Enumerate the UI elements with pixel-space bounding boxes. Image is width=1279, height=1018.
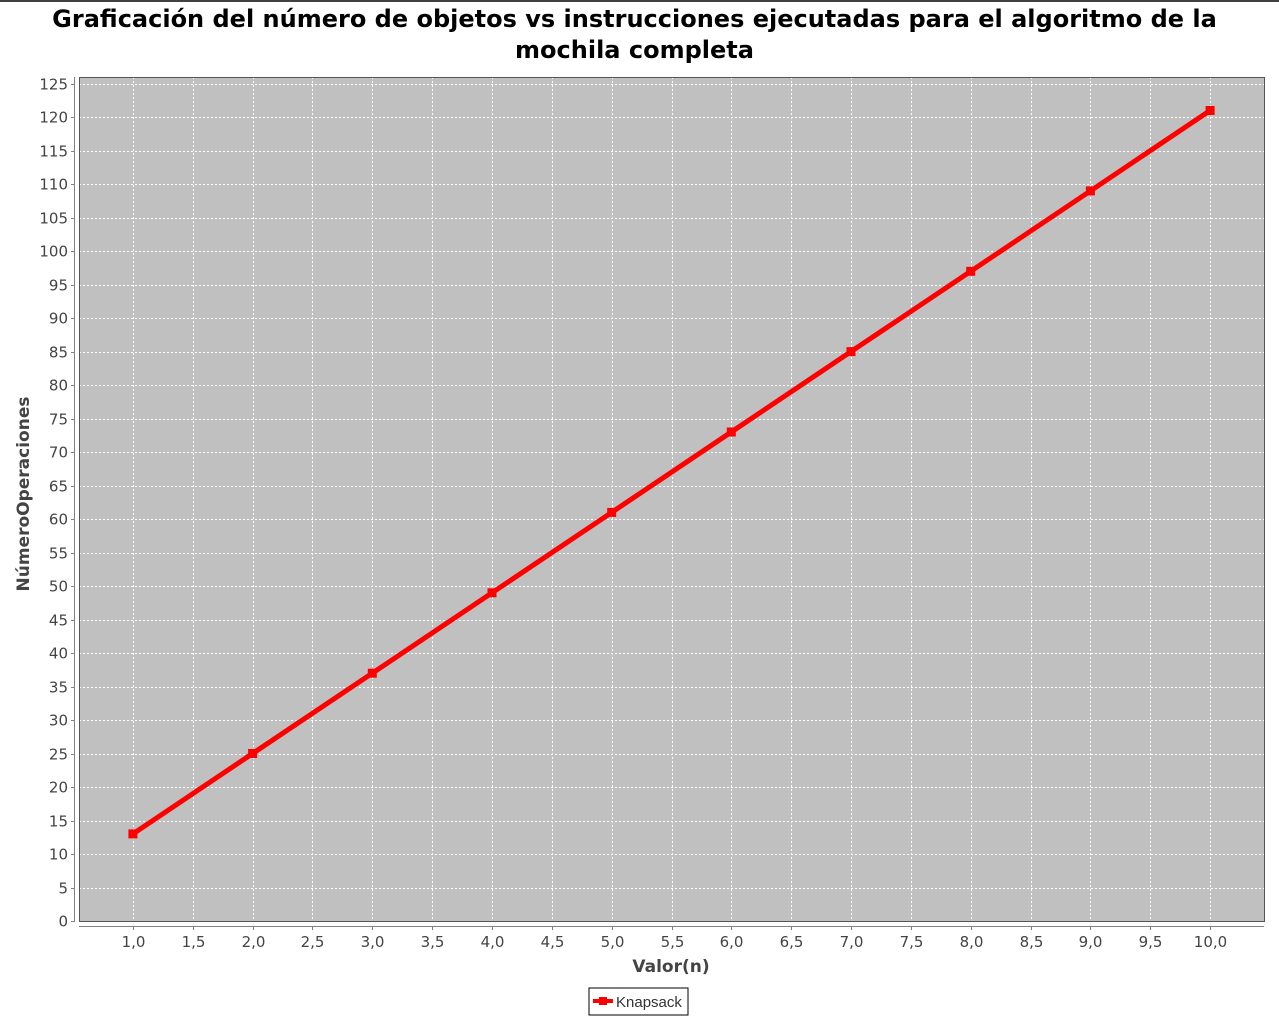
y-tick-label: 45 bbox=[49, 612, 68, 630]
y-tick-label: 65 bbox=[49, 478, 68, 496]
y-tick-label: 105 bbox=[39, 210, 68, 228]
y-axis-label: NúmeroOperaciones bbox=[14, 397, 34, 592]
y-tick-label: 0 bbox=[58, 913, 68, 931]
chart-title: Graficación del número de objetos vs ins… bbox=[52, 5, 1217, 64]
y-tick-label: 115 bbox=[39, 143, 68, 161]
y-tick-label: 85 bbox=[49, 344, 68, 362]
y-tick-label: 25 bbox=[49, 746, 68, 764]
legend: Knapsack bbox=[588, 987, 689, 1016]
y-tick-label: 10 bbox=[49, 846, 68, 864]
y-tick-label: 35 bbox=[49, 679, 68, 697]
y-tick-label: 75 bbox=[49, 411, 68, 429]
data-point bbox=[248, 749, 258, 758]
x-tick-label: 10,0 bbox=[1194, 933, 1227, 951]
y-tick-label: 70 bbox=[49, 444, 68, 462]
plot-area bbox=[79, 77, 1264, 921]
y-tick-label: 125 bbox=[39, 76, 68, 94]
data-point bbox=[846, 347, 856, 357]
y-tick-label: 5 bbox=[58, 880, 68, 898]
data-point bbox=[128, 829, 138, 839]
x-tick-label: 4,5 bbox=[541, 933, 565, 951]
x-tick-label: 8,0 bbox=[960, 933, 984, 951]
y-tick-label: 100 bbox=[39, 243, 68, 261]
legend-marker-knapsack bbox=[599, 997, 607, 1005]
x-tick-label: 1,5 bbox=[182, 933, 206, 951]
x-tick-label: 9,0 bbox=[1079, 933, 1103, 951]
x-tick-label: 3,0 bbox=[361, 933, 385, 951]
data-point bbox=[487, 588, 497, 598]
x-tick-label: 1,0 bbox=[122, 933, 146, 951]
data-point bbox=[726, 427, 736, 437]
y-tick-label: 40 bbox=[49, 645, 68, 663]
x-tick-label: 5,0 bbox=[601, 933, 625, 951]
data-point bbox=[966, 266, 976, 276]
y-tick-label: 15 bbox=[49, 813, 68, 831]
data-point bbox=[607, 507, 617, 517]
x-tick-label: 7,5 bbox=[900, 933, 924, 951]
data-point bbox=[1205, 106, 1215, 115]
y-tick-label: 95 bbox=[49, 277, 68, 295]
plot-border bbox=[79, 77, 1265, 922]
x-tick-label: 6,5 bbox=[780, 933, 804, 951]
y-tick-label: 90 bbox=[49, 310, 68, 328]
legend-label-knapsack: Knapsack bbox=[616, 994, 682, 1011]
x-tick-label: 7,0 bbox=[840, 933, 864, 951]
x-tick-label: 6,0 bbox=[720, 933, 744, 951]
y-tick-label: 60 bbox=[49, 511, 68, 529]
y-tick-label: 120 bbox=[39, 109, 68, 127]
data-point bbox=[1085, 186, 1095, 196]
series-line-knapsack bbox=[131, 108, 1212, 836]
x-tick-label: 5,5 bbox=[661, 933, 685, 951]
x-tick-label: 2,5 bbox=[301, 933, 325, 951]
y-tick-label: 55 bbox=[49, 545, 68, 563]
y-tick-label: 50 bbox=[49, 578, 68, 596]
top-border bbox=[0, 0, 1279, 2]
x-tick-label: 2,0 bbox=[242, 933, 266, 951]
y-tick-label: 110 bbox=[39, 176, 68, 194]
y-tick-label: 80 bbox=[49, 377, 68, 395]
y-tick-label: 30 bbox=[49, 712, 68, 730]
x-axis-label: Valor(n) bbox=[632, 957, 709, 977]
data-point bbox=[367, 668, 377, 678]
x-tick-label: 3,5 bbox=[421, 933, 445, 951]
x-tick-label: 9,5 bbox=[1139, 933, 1163, 951]
y-tick-label: 20 bbox=[49, 779, 68, 797]
x-tick-label: 8,5 bbox=[1020, 933, 1044, 951]
x-tick-label: 4,0 bbox=[481, 933, 505, 951]
